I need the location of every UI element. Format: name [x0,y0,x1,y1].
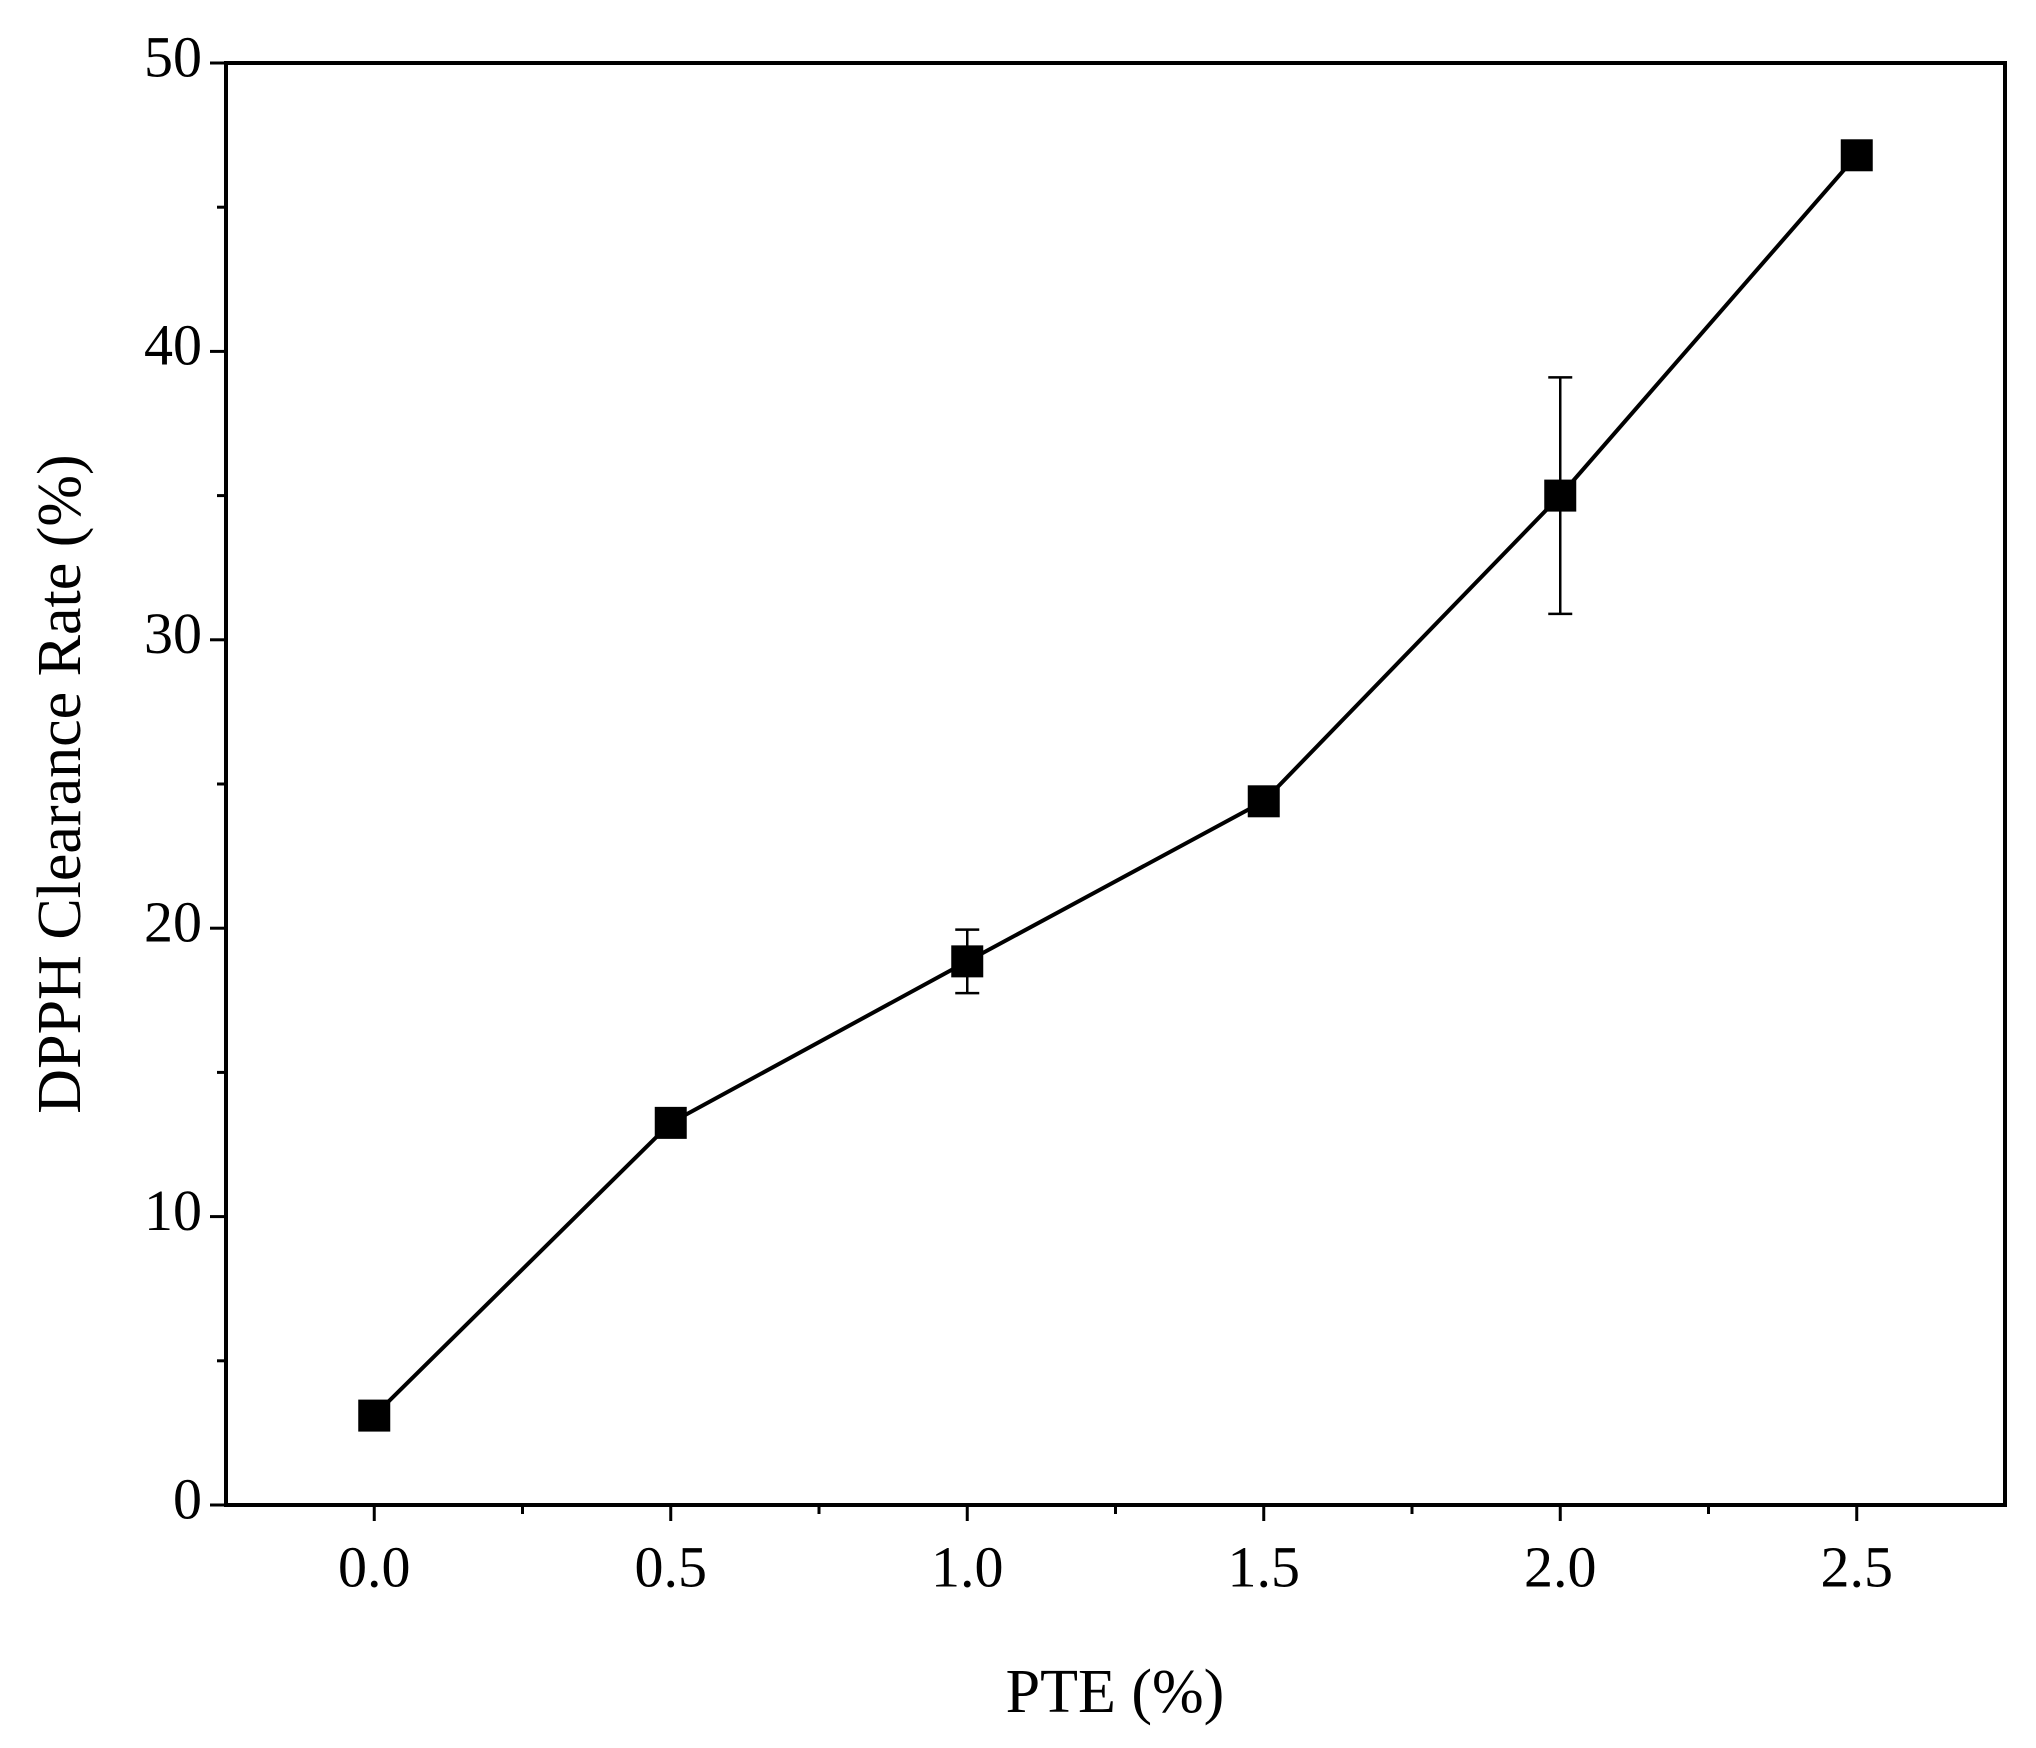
x-axis-title: PTE (%) [1006,1658,1225,1726]
plot-frame [224,61,2007,1507]
marker [358,1399,391,1432]
y-axis-title: DPPH Clearance Rate (%) [26,454,94,1113]
y-tick-label: 20 [144,890,202,955]
y-tick-label: 50 [144,24,202,89]
y-tick-label: 0 [173,1466,202,1531]
x-tick-label: 1.0 [931,1534,1004,1599]
x-tick-label: 1.5 [1228,1534,1301,1599]
marker [654,1106,687,1139]
y-tick-label: 40 [144,313,202,378]
marker [951,945,984,978]
marker [1247,785,1280,818]
x-tick-label: 0.0 [338,1534,411,1599]
marker [1544,479,1577,512]
x-tick-label: 2.5 [1821,1534,1894,1599]
x-tick-label: 2.0 [1524,1534,1597,1599]
y-tick-label: 10 [144,1178,202,1243]
series-line [372,153,1859,1418]
y-tick-label: 30 [144,601,202,666]
marker [1840,139,1873,172]
x-tick-label: 0.5 [635,1534,708,1599]
